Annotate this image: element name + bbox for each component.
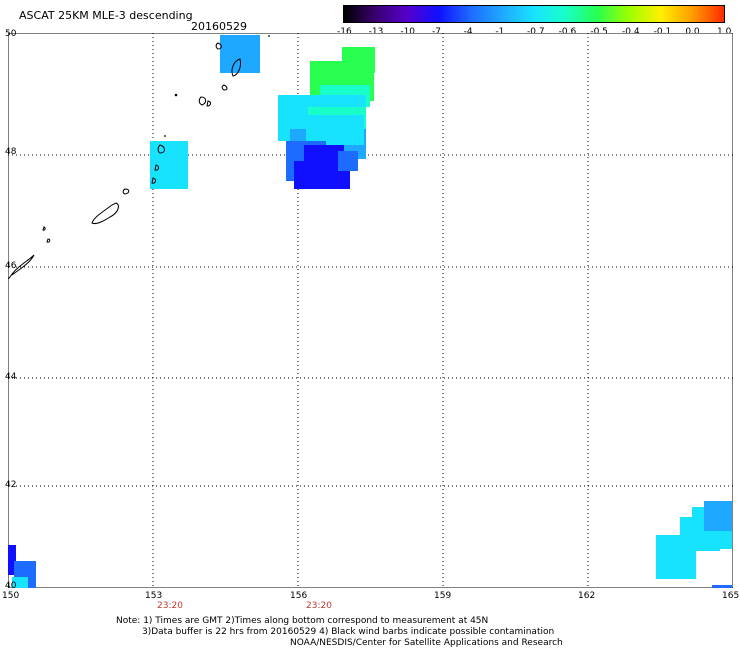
- lat-label-42: 42: [5, 480, 17, 490]
- colorbar-label: -1: [495, 27, 505, 37]
- cell-sw-blue: [8, 545, 16, 575]
- map-title: ASCAT 25KM MLE-3 descending: [19, 9, 193, 22]
- note-line-1: Note: 1) Times are GMT 2)Times along bot…: [116, 616, 489, 626]
- colorbar-label: -0.7: [527, 27, 545, 37]
- lon-label-150: 150: [2, 591, 20, 601]
- cell-lightblue-2: [306, 115, 364, 145]
- island-dots: [164, 35, 270, 137]
- cell-blue-4: [294, 161, 324, 189]
- colorbar-label: -16: [337, 27, 352, 37]
- cell-se-5: [712, 585, 732, 588]
- lat-label-40: 40: [5, 581, 17, 591]
- time-label-156: 23:20: [306, 601, 332, 611]
- colorbar-label: -0.1: [653, 27, 672, 37]
- lon-label-153: 153: [145, 591, 163, 601]
- data-cells: [8, 35, 732, 588]
- colorbar-label: -7: [432, 27, 441, 37]
- colorbar-label: 0.0: [685, 27, 700, 37]
- colorbar-label: 1.0: [717, 27, 732, 37]
- lon-label-159: 159: [434, 591, 452, 601]
- colorbar-label: -13: [368, 27, 384, 37]
- cell-se-4: [704, 501, 732, 531]
- note-line-2: 3)Data buffer is 22 hrs from 20160529 4)…: [142, 627, 555, 637]
- lat-label-44: 44: [5, 372, 17, 382]
- colorbar: [343, 5, 725, 23]
- cell-blue-5: [338, 151, 358, 171]
- lon-label-165: 165: [722, 591, 740, 601]
- lon-label-162: 162: [578, 591, 596, 601]
- map-plot: [8, 33, 733, 588]
- colorbar-label: -4: [463, 27, 473, 37]
- colorbar-label: -10: [400, 27, 416, 37]
- map-date: 20160529: [191, 20, 247, 33]
- colorbar-label: -0.5: [590, 27, 608, 37]
- lat-label-50: 50: [5, 29, 17, 39]
- lon-label-156: 156: [290, 591, 308, 601]
- lat-label-46: 46: [5, 261, 17, 271]
- lat-label-48: 48: [5, 147, 17, 157]
- coastline: [8, 42, 241, 280]
- colorbar-label: -0.6: [558, 27, 577, 37]
- note-line-3: NOAA/NESDIS/Center for Satellite Applica…: [290, 638, 563, 648]
- cell-sw-cyan: [12, 577, 28, 588]
- time-label-153: 23:20: [157, 601, 183, 611]
- colorbar-label: -0.4: [622, 27, 640, 37]
